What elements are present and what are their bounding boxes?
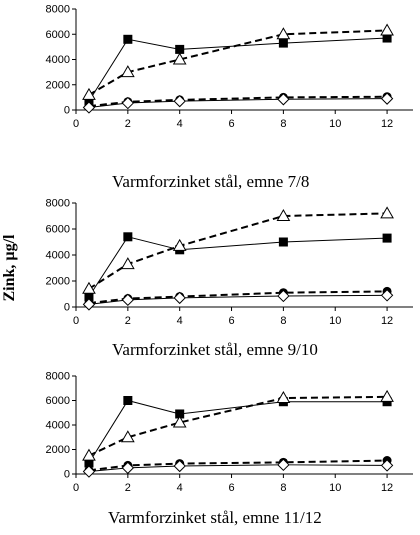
chart-3-x-tick-label: 8 [280, 482, 286, 494]
chart-2-series-4-point [277, 289, 290, 303]
chart-1-series-4-point [380, 92, 394, 105]
chart-3-series-2-point [120, 430, 135, 443]
chart-3-series-4-point [173, 459, 186, 473]
chart-2-y-tick-label: 8000 [46, 198, 70, 210]
chart-1-series-1-point [123, 34, 133, 44]
chart-1-series-4-point [82, 101, 96, 114]
chart-2-series-1-point [84, 292, 94, 302]
chart-2-series-2-point [276, 208, 291, 221]
chart-2-series-2-point [380, 206, 394, 219]
chart-1-series-2-point [276, 27, 291, 40]
chart-3-y-tick-label: 6000 [46, 395, 70, 407]
chart-1-series-4-point [173, 94, 186, 108]
chart-3-series-4-point [82, 465, 96, 478]
chart-2-y-tick-label: 2000 [46, 276, 70, 288]
chart-2-series-2-point [82, 281, 96, 294]
chart-2-series-1-point [382, 233, 392, 243]
chart-3-series-1-point [175, 409, 185, 419]
chart-2-series-2-point [172, 238, 187, 251]
chart-3-series-2-point [172, 415, 187, 428]
chart-1-y-tick-label: 6000 [46, 29, 70, 41]
chart-1-series-2-point [380, 23, 394, 36]
chart-3-series-4-point [121, 461, 135, 475]
chart-2-x-tick-label: 2 [125, 315, 131, 327]
chart-1-x-tick-label: 12 [381, 118, 393, 130]
chart-3-x-tick-label: 0 [73, 482, 79, 494]
chart-2-series-4-point [380, 289, 394, 302]
chart-1-x-tick-label: 6 [228, 118, 234, 130]
chart-1-x-tick-label: 4 [177, 118, 183, 130]
chart-1-y-tick-label: 4000 [46, 54, 70, 66]
chart-3-x-tick-label: 10 [329, 482, 341, 494]
chart-2-x-tick-label: 0 [73, 315, 79, 327]
chart-1-x-tick-label: 2 [125, 118, 131, 130]
chart-2-x-tick-label: 12 [381, 315, 393, 327]
chart-3-x-tick-label: 6 [228, 482, 234, 494]
chart-3-series-2-point [82, 448, 96, 461]
chart-3-series-2-point [380, 389, 394, 402]
chart-3-y-tick-label: 4000 [46, 420, 70, 432]
chart-2-series-1-point [278, 237, 288, 247]
chart-3-x-tick-label: 2 [125, 482, 131, 494]
chart-1-series-3-line [88, 95, 388, 108]
chart-3-y-tick-label: 8000 [46, 371, 70, 383]
chart-1-series-1-line [88, 37, 388, 102]
chart-2-x-tick-label: 4 [177, 315, 183, 327]
chart-1-series-2-point [120, 65, 135, 78]
chart-1-series-1-point [84, 96, 94, 106]
chart-1-series-4-point [277, 93, 290, 106]
chart-2-y-tick-label: 0 [64, 302, 70, 314]
chart-2-series-1-line [88, 236, 388, 297]
chart-2-series-1-point [123, 232, 133, 242]
chart-1-series-1-point [175, 44, 185, 54]
chart-1: 0 2000 4000 6000 8000 0 2 4 6 8 10 12 [46, 4, 413, 130]
chart-2-caption: Varmforzinket stål, emne 9/10 [112, 340, 318, 359]
chart-3-series-1-point [123, 396, 133, 405]
chart-1-series-1-point [278, 38, 288, 48]
chart-1-series-4-point [121, 96, 135, 110]
chart-1-caption: Varmforzinket stål, emne 7/8 [112, 172, 310, 191]
chart-3-series-1-point [84, 458, 94, 468]
chart-2-series-4-point [121, 293, 135, 307]
chart-2-series-2-point [120, 257, 135, 270]
chart-1-x-tick-label: 0 [73, 118, 79, 130]
chart-2-series-2-line [88, 212, 388, 290]
chart-3-x-tick-label: 12 [381, 482, 393, 494]
chart-1-y-tick-label: 0 [64, 105, 70, 117]
chart-3-caption: Varmforzinket stål, emne 11/12 [108, 508, 322, 527]
chart-2-x-tick-label: 10 [329, 315, 341, 327]
shared-y-axis-label: Zink, µg/l [1, 234, 18, 302]
chart-2-x-tick-label: 8 [280, 315, 286, 327]
chart-2-x-tick-label: 6 [228, 315, 234, 327]
chart-1-y-tick-label: 8000 [46, 4, 70, 16]
chart-2-y-tick-label: 6000 [46, 224, 70, 236]
chart-2-series-4-point [82, 298, 96, 311]
chart-3-x-tick-label: 4 [177, 482, 183, 494]
chart-3-y-tick-label: 0 [64, 469, 70, 481]
chart-3-series-4-point [380, 459, 394, 472]
chart-3-series-4-point [277, 458, 290, 472]
chart-3-y-tick-label: 2000 [46, 444, 70, 456]
chart-3-series-1-line [88, 399, 388, 464]
chart-2: 0 2000 4000 6000 8000 0 2 4 6 8 10 12 [46, 198, 413, 327]
chart-1-x-tick-label: 8 [280, 118, 286, 130]
chart-1-y-tick-label: 2000 [46, 79, 70, 91]
chart-3-series-2-point [276, 391, 291, 404]
chart-2-series-4-point [173, 291, 186, 305]
chart-3: 0 2000 4000 6000 8000 0 2 4 6 8 10 12 [46, 371, 413, 494]
chart-2-y-tick-label: 4000 [46, 250, 70, 262]
chart-1-series-1-point [382, 33, 392, 43]
chart-1-series-2-point [82, 87, 96, 100]
chart-1-x-tick-label: 10 [329, 118, 341, 130]
chart-3-series-2-line [88, 395, 388, 457]
chart-1-series-2-point [172, 52, 187, 65]
